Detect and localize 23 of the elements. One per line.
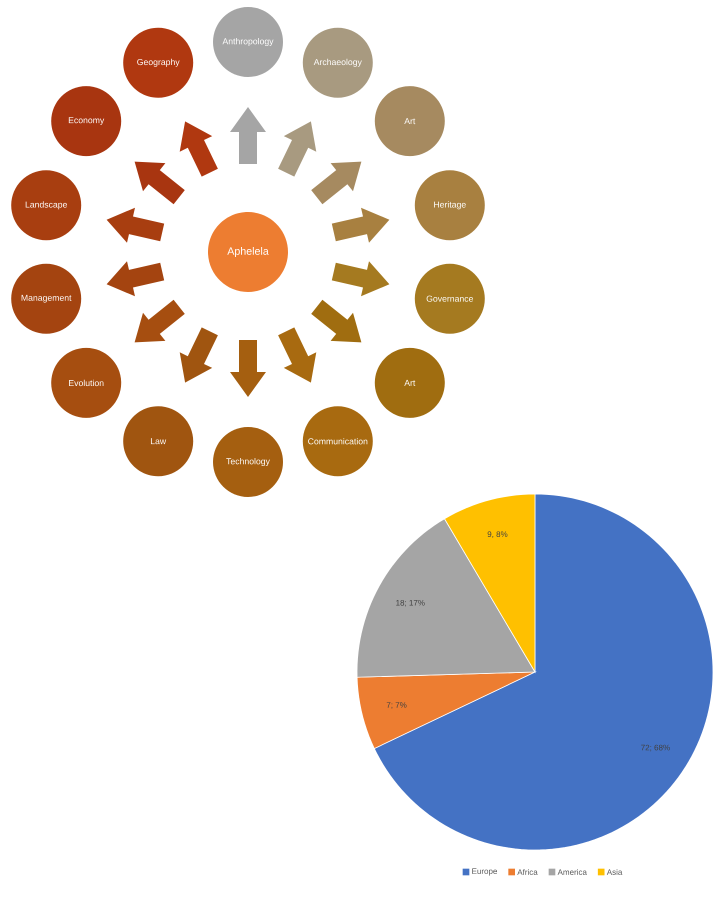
- text: Governance: [426, 296, 473, 302]
- text: Art: [404, 118, 416, 124]
- text: Economy: [68, 117, 104, 125]
- text: Archaeology: [314, 58, 362, 67]
- text: Law: [150, 438, 166, 444]
- legend-label: Asia: [606, 869, 622, 875]
- text: Landscape: [26, 201, 67, 210]
- legend-label: Europe: [472, 868, 497, 876]
- legend-label: America: [557, 869, 587, 875]
- text: Aphelela: [227, 247, 269, 257]
- text: Evolution: [68, 380, 104, 386]
- data-label: 18; 17%: [396, 600, 424, 607]
- text: Art: [404, 380, 416, 386]
- text: Geography: [137, 58, 180, 67]
- data-label: 7; 7%: [386, 702, 406, 709]
- text: Management: [21, 294, 72, 303]
- data-label: 9, 8%: [487, 531, 508, 538]
- data-label: 72; 68%: [640, 744, 670, 752]
- text: Anthropology: [222, 38, 274, 46]
- text: Heritage: [434, 201, 466, 210]
- text: Communication: [308, 438, 368, 444]
- text: Technology: [226, 458, 270, 466]
- legend-label: Africa: [517, 869, 538, 875]
